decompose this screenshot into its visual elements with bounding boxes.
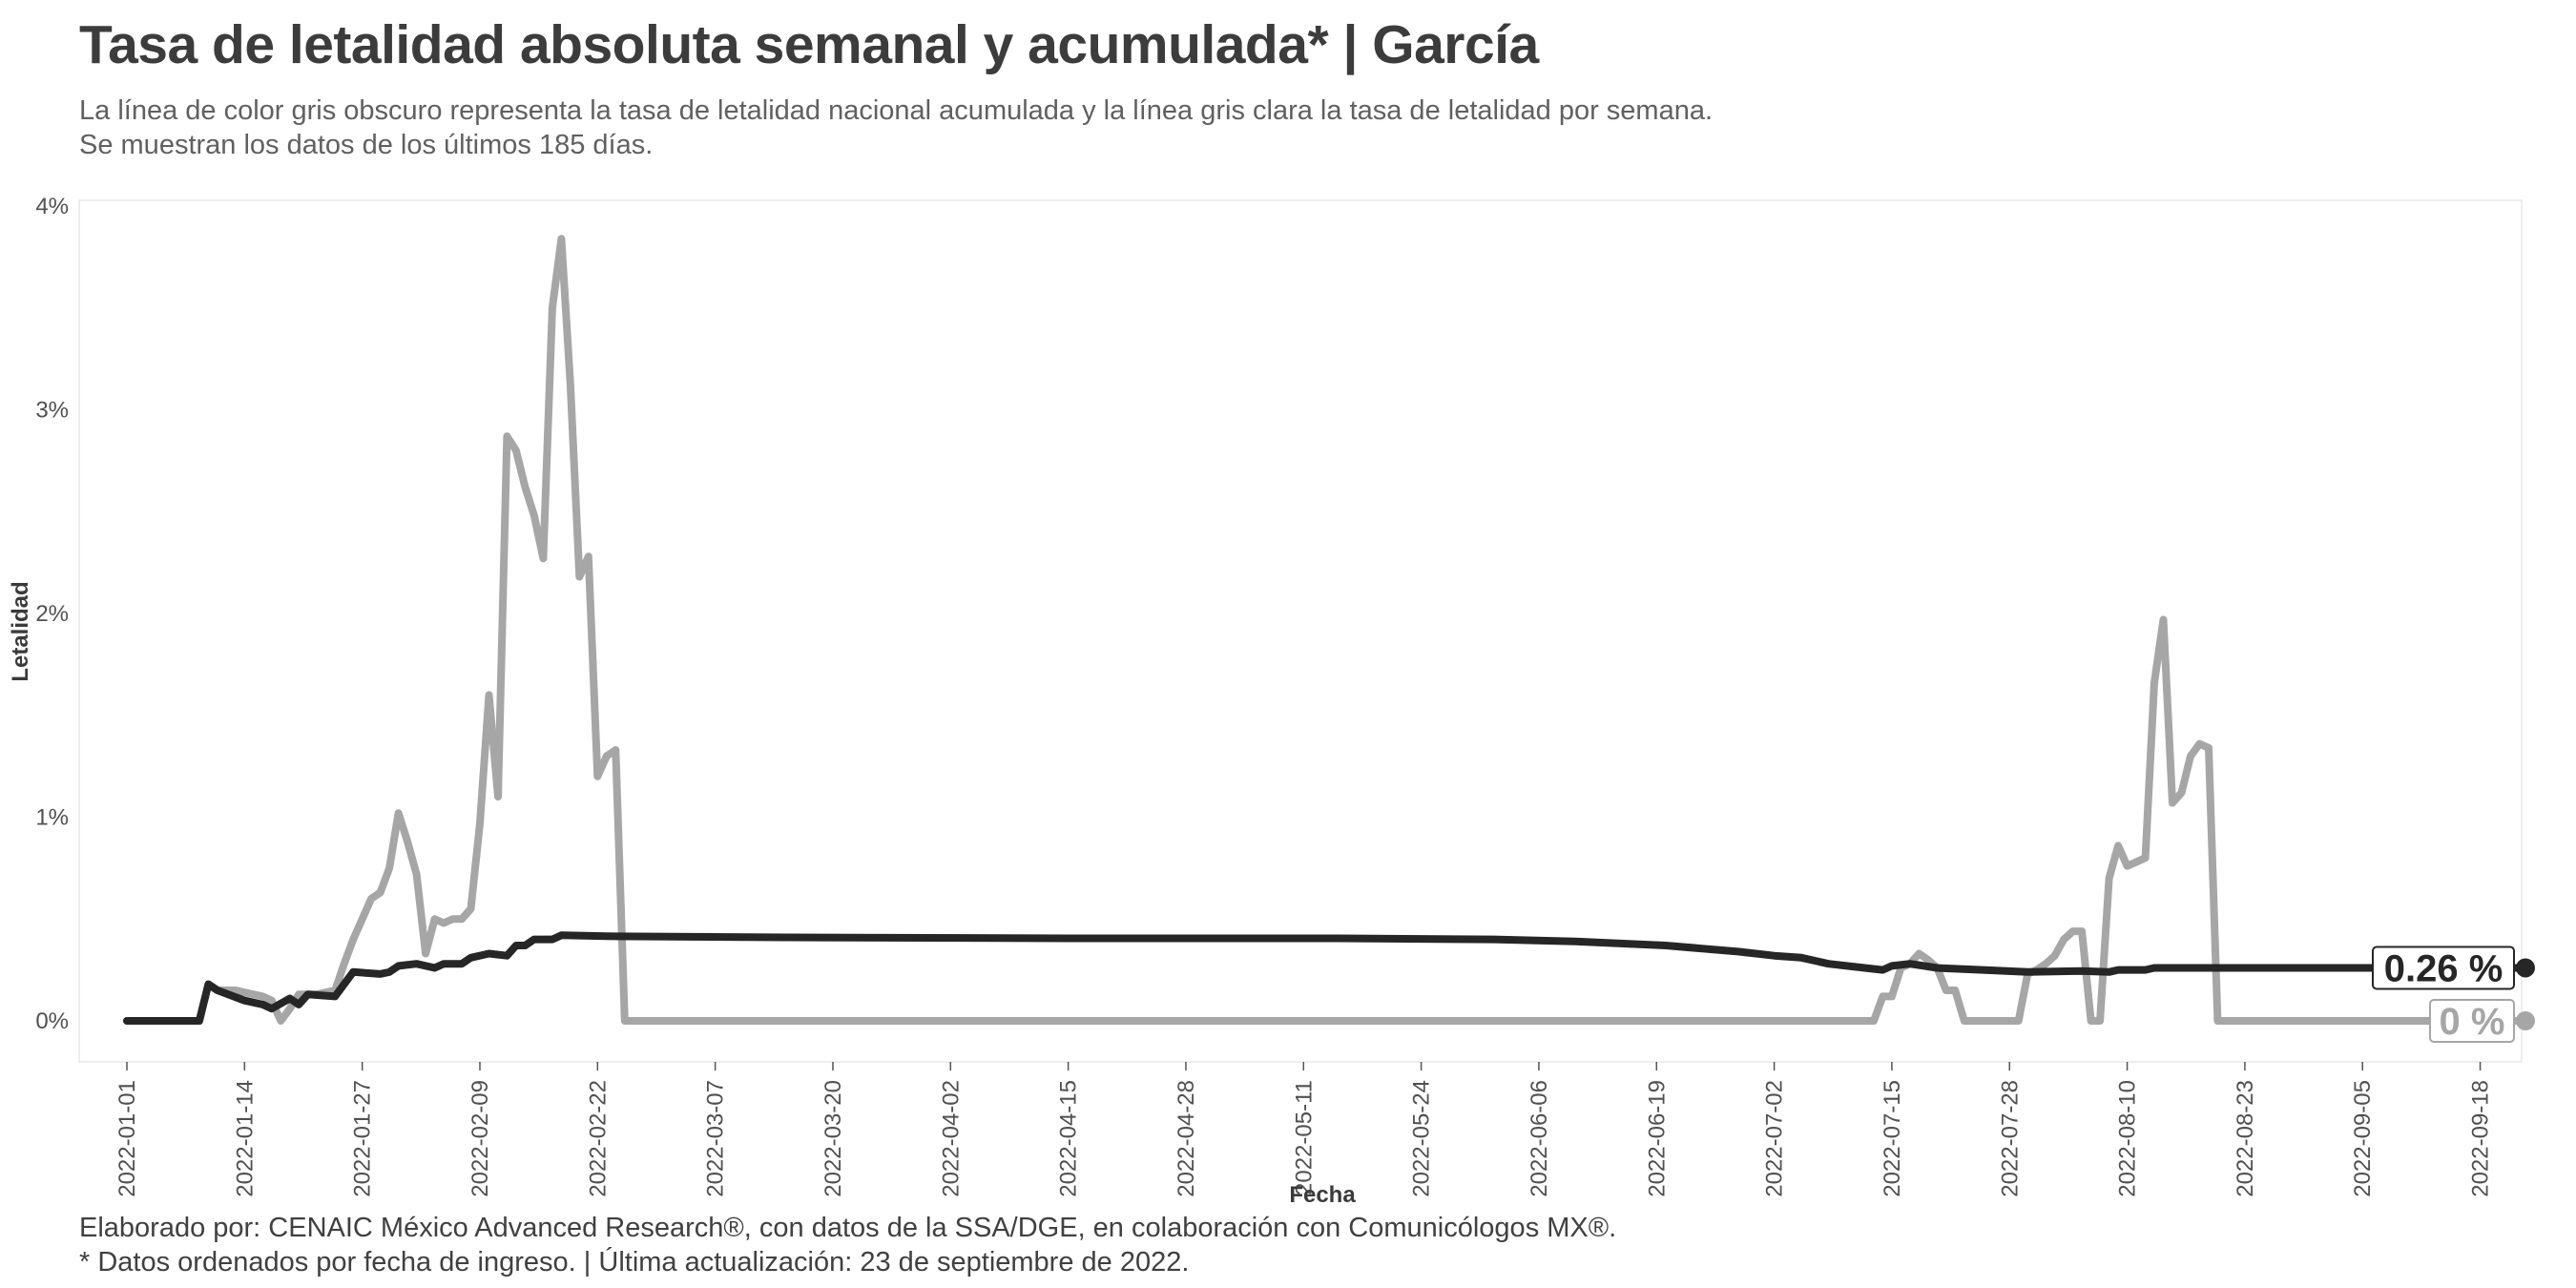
- chart-title: Tasa de letalidad absoluta semanal y acu…: [79, 14, 1539, 75]
- y-tick-label: 4%: [35, 194, 69, 219]
- weekly-end-point: [2516, 1011, 2535, 1030]
- chart-caption: Elaborado por: CENAIC México Advanced Re…: [79, 1211, 1616, 1279]
- subtitle-line-1: La línea de color gris obscuro represent…: [79, 95, 1714, 126]
- y-axis-ticks: 0% 1% 2% 3% 4%: [35, 194, 69, 1034]
- weekly-series-line: [123, 235, 2529, 1025]
- x-axis-ticks: 2022-01-01 2022-01-14 2022-01-27 2022-02-09…: [114, 1062, 2494, 1197]
- cumulative-end-label: 0.26 %: [2384, 947, 2503, 989]
- end-labels: 0 % 0.26 %: [2372, 945, 2535, 1043]
- x-tick-label: 2022-06-19: [1644, 1080, 1670, 1197]
- chart-subtitle: La línea de color gris obscuro represent…: [79, 93, 1713, 162]
- cumulative-end-point: [2516, 958, 2535, 978]
- y-axis-label: Letalidad: [8, 581, 33, 681]
- x-tick-label: 2022-07-28: [1997, 1080, 2023, 1197]
- caption-source: Elaborado por: CENAIC México Advanced Re…: [79, 1213, 1617, 1243]
- cumulative-series-line: [123, 931, 2529, 1025]
- weekly-end-label: 0 %: [2440, 1001, 2505, 1043]
- y-tick-label: 2%: [35, 601, 69, 627]
- x-tick-label: 2022-02-22: [585, 1080, 611, 1197]
- x-tick-label: 2022-03-07: [703, 1080, 729, 1197]
- x-tick-label: 2022-09-05: [2350, 1080, 2376, 1197]
- y-tick-label: 0%: [35, 1008, 69, 1034]
- x-tick-label: 2022-09-18: [2468, 1080, 2494, 1197]
- x-tick-label: 2022-03-20: [821, 1080, 846, 1197]
- subtitle-line-2: Se muestran los datos de los últimos 185…: [79, 130, 654, 160]
- x-tick-label: 2022-01-14: [232, 1080, 258, 1197]
- x-tick-label: 2022-02-09: [467, 1080, 493, 1197]
- weekly-end-label-box: [2429, 999, 2515, 1043]
- x-tick-label: 2022-08-23: [2233, 1080, 2258, 1197]
- plot-panel-border: [78, 199, 2523, 1063]
- x-tick-label: 2022-07-02: [1762, 1080, 1788, 1197]
- x-tick-label: 2022-08-10: [2115, 1080, 2141, 1197]
- y-tick-label: 1%: [35, 805, 69, 831]
- x-tick-label: 2022-06-06: [1527, 1080, 1552, 1197]
- cumulative-end-label-box: [2372, 945, 2515, 990]
- x-tick-label: 2022-04-28: [1174, 1080, 1199, 1197]
- caption-note: * Datos ordenados por fecha de ingreso. …: [79, 1247, 1190, 1278]
- x-tick-label: 2022-01-01: [114, 1080, 140, 1197]
- x-axis-label: Fecha: [1289, 1182, 1356, 1208]
- x-tick-label: 2022-04-02: [938, 1080, 964, 1197]
- y-tick-label: 3%: [35, 398, 69, 424]
- x-tick-label: 2022-01-27: [350, 1080, 376, 1197]
- series-lines: [123, 235, 2529, 1025]
- x-tick-label: 2022-05-11: [1291, 1080, 1317, 1195]
- x-tick-label: 2022-05-24: [1409, 1080, 1435, 1197]
- x-tick-label: 2022-04-15: [1056, 1080, 1082, 1197]
- x-tick-label: 2022-07-15: [1880, 1080, 1905, 1197]
